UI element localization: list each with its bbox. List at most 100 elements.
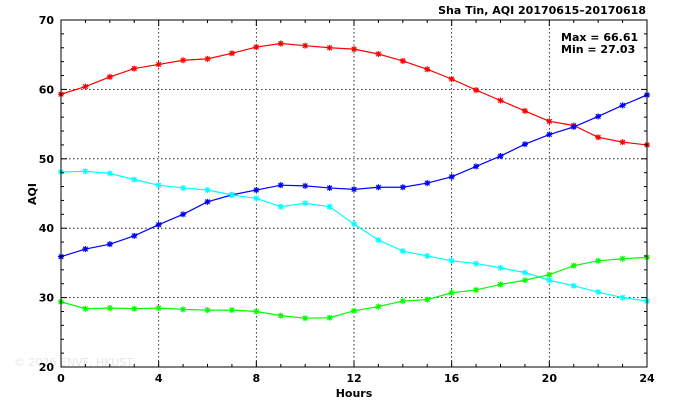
data-point [106,241,113,248]
data-point [326,203,333,210]
data-point [546,118,553,125]
data-point [302,315,309,322]
data-point [619,255,626,262]
grid-lines [61,20,647,367]
data-point [424,66,431,73]
data-point [204,55,211,62]
y-tick-label: 50 [39,153,55,166]
data-point [82,305,89,312]
data-point [399,298,406,305]
data-point [351,307,357,314]
x-tick-label: 8 [253,372,261,385]
data-point [131,65,138,72]
data-point [228,191,235,198]
data-point [595,113,602,120]
y-tick-label: 60 [39,83,55,96]
tick-marks [60,19,648,368]
data-point [228,307,235,314]
x-tick-label: 24 [639,372,655,385]
data-point [448,257,455,264]
data-point [521,277,528,284]
series-line [60,42,648,146]
data-point [155,182,162,189]
data-point [570,282,577,289]
data-point [497,281,504,288]
data-point [570,123,577,130]
data-point [448,289,455,296]
data-point [546,277,553,284]
data-point [253,44,260,51]
y-tick-labels: 20 30 40 50 60 70 [39,14,55,374]
data-point [253,308,260,315]
data-point [204,198,211,205]
x-tick-label: 16 [444,372,460,385]
data-point [473,260,480,267]
data-point [375,51,382,58]
data-point [497,153,504,160]
data-point [448,75,455,82]
series-layer [58,40,650,322]
data-point [302,182,309,189]
data-point [351,46,357,53]
data-point [521,141,528,148]
data-point [595,257,602,264]
x-axis-label: Hours [336,387,373,400]
data-point [375,184,382,191]
max-stat: Max = 66.61 [561,31,638,44]
data-point [302,200,309,207]
data-point [82,246,89,253]
data-point [521,269,528,276]
data-point [326,314,333,321]
data-point [253,187,260,194]
data-point [375,303,382,310]
data-point [595,289,602,296]
data-point [399,57,406,64]
data-point [424,296,431,303]
data-point [277,40,284,47]
data-point [228,50,235,57]
data-point [473,286,480,293]
data-point [399,184,406,191]
data-point [497,97,504,104]
chart-title: Sha Tin, AQI 20170615–20170618 [438,4,646,17]
min-stat: Min = 27.03 [561,43,635,56]
data-point [204,187,211,194]
data-point [351,186,357,193]
data-point [497,264,504,271]
data-point [155,305,162,312]
data-point [375,236,382,243]
data-point [424,252,431,259]
watermark-text: © 2026 ENVF, HKUST [14,356,133,369]
data-point [82,83,89,90]
data-point [155,221,162,228]
data-point [180,306,187,313]
data-point [595,134,602,141]
x-tick-label: 4 [155,372,163,385]
data-point [351,221,357,228]
data-point [106,305,113,312]
data-point [277,203,284,210]
data-point [570,262,577,269]
data-point [253,195,260,202]
data-point [521,107,528,114]
x-tick-labels: 0 4 8 12 16 20 24 [57,372,655,385]
data-point [326,44,333,51]
data-point [180,57,187,64]
data-point [277,182,284,189]
data-point [131,176,138,183]
data-point [424,180,431,187]
data-point [619,139,626,146]
data-point [302,42,309,49]
x-tick-label: 20 [542,372,558,385]
data-point [180,184,187,191]
y-tick-label: 40 [39,222,55,235]
data-point [131,232,138,239]
data-point [326,184,333,191]
data-point [277,312,284,319]
data-point [546,271,553,278]
data-point [204,307,211,314]
data-point [155,61,162,68]
y-axis-label: AQI [26,183,39,205]
data-point [448,173,455,180]
